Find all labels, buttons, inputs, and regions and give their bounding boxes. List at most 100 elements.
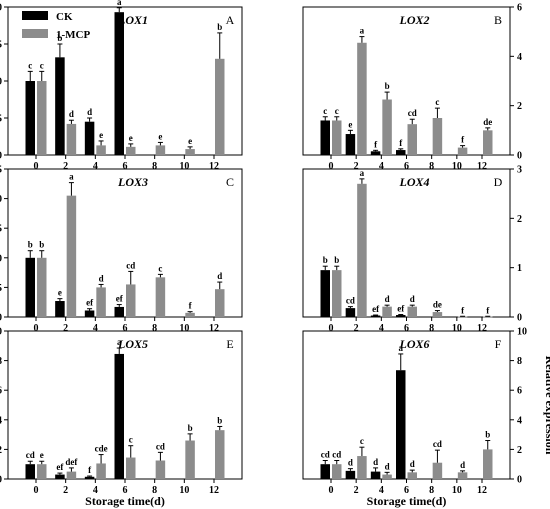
y-tick-label: 2.0 [0,3,2,14]
significance-label: a [360,168,365,178]
x-tick-label: 6 [404,485,409,496]
significance-label: c [40,60,44,70]
x-tick-label: 4 [93,485,98,496]
x-tick-label: 2 [63,485,68,496]
panel-letter: C [226,175,234,189]
panel-a: 00.51.01.52.0024681012cbdacdeeeebLOX1ARe… [0,0,243,172]
legend: CK 1-MCP [22,11,90,41]
x-tick-label: 12 [209,485,219,496]
significance-label: b [323,255,328,265]
x-tick-label: 6 [123,485,128,496]
x-tick-label: 0 [34,485,39,496]
x-tick-label: 6 [123,323,128,334]
bar-ck-6 [396,370,406,479]
bar-ck-0 [25,257,35,317]
bar-1mcp-8 [432,312,443,317]
bar-ck-4 [370,471,381,479]
x-tick-label: 10 [452,161,462,172]
significance-label: d [373,457,378,467]
bar-1mcp-6 [126,146,136,155]
y-axis-title: Relative expression [543,356,550,455]
bar-ck-6 [114,353,124,479]
panel-letter: E [226,337,233,351]
panel-letter: F [495,337,502,351]
y-tick-label: 1.0 [0,253,2,264]
bar-1mcp-8 [155,277,166,317]
significance-label: a [399,343,404,353]
gene-title: LOX2 [399,13,430,27]
significance-label: b [57,33,62,43]
y-tick-label: 0 [517,151,522,162]
bar-ck-0 [25,464,35,479]
bar-1mcp-2 [66,195,77,317]
significance-label: cd [433,439,442,449]
gene-title: LOX6 [399,337,430,351]
x-tick-label: 4 [93,161,98,172]
x-tick-label: 8 [429,161,434,172]
bar-1mcp-0 [37,81,47,155]
y-tick-label: 8 [517,356,522,367]
x-tick-label: 0 [329,485,334,496]
x-tick-label: 12 [477,161,487,172]
x-tick-label: 12 [477,485,487,496]
significance-label: cde [95,444,108,454]
significance-label: d [410,459,415,469]
bar-1mcp-10 [185,312,195,317]
bar-ck-2 [345,134,356,155]
y-tick-label: 6 [517,386,522,397]
bar-1mcp-6 [407,472,417,479]
y-tick-label: 1 [517,263,522,274]
bar-1mcp-12 [483,449,493,479]
bar-ck-4 [84,310,95,317]
y-tick-label: 1.0 [0,77,2,88]
y-tick-label: 6 [517,3,522,14]
y-tick-label: 2.5 [0,165,2,176]
x-tick-label: 6 [404,323,409,334]
bar-1mcp-8 [155,460,166,479]
bar-ck-2 [345,470,356,479]
legend-label: CK [56,11,73,23]
significance-label: cd [332,450,341,460]
y-tick-label: 2 [0,445,2,456]
significance-label: d [460,460,465,470]
bar-1mcp-4 [96,287,106,317]
significance-label: a [360,26,365,36]
bar-1mcp-0 [37,257,47,317]
bar-1mcp-4 [382,99,392,155]
significance-label: e [188,136,192,146]
bar-ck-0 [320,464,330,479]
significance-label: b [28,240,33,250]
bar-1mcp-4 [96,463,106,479]
x-tick-label: 12 [477,323,487,334]
x-tick-label: 6 [123,161,128,172]
x-tick-label: 12 [209,161,219,172]
bar-1mcp-4 [382,474,392,479]
bar-ck-4 [84,476,95,479]
bar-1mcp-12 [483,130,493,155]
bar-1mcp-8 [432,462,443,479]
significance-label: f [88,465,92,475]
x-tick-label: 0 [329,323,334,334]
y-tick-label: 1.5 [0,40,2,51]
significance-label: b [385,81,390,91]
bar-ck-6 [396,150,406,155]
bar-1mcp-12 [215,58,225,155]
bar-ck-0 [25,81,35,155]
significance-label: b [485,430,490,440]
bar-1mcp-2 [357,183,367,317]
x-tick-label: 10 [452,485,462,496]
significance-label: a [69,172,74,182]
x-tick-label: 4 [379,485,384,496]
significance-label: f [374,139,378,149]
bar-ck-4 [84,121,95,155]
y-tick-label: 0 [0,313,2,324]
bar-1mcp-6 [407,306,417,317]
x-tick-label: 8 [152,323,157,334]
significance-label: c [335,106,339,116]
bar-1mcp-0 [332,270,342,317]
x-tick-label: 8 [429,485,434,496]
x-tick-label: 10 [179,323,189,334]
y-tick-label: 4 [517,52,522,63]
